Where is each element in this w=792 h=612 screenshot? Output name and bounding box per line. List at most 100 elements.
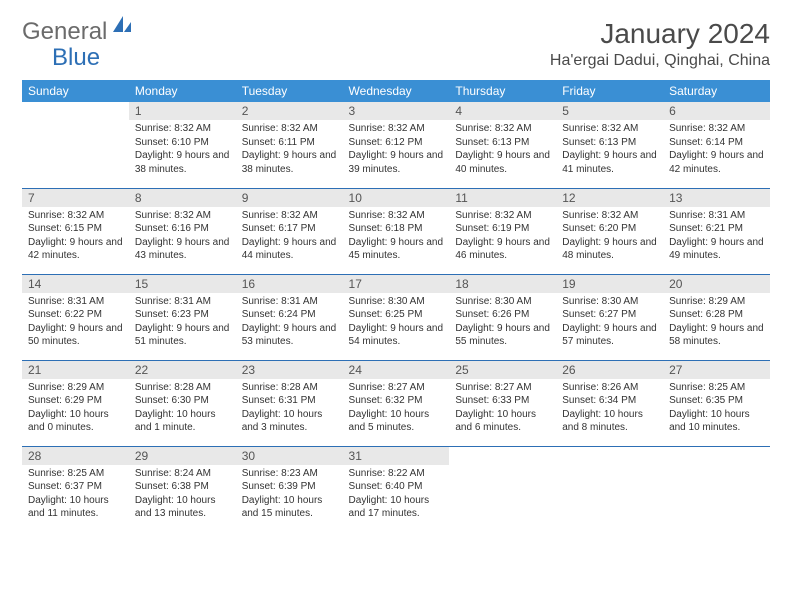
sunset-text: Sunset: 6:22 PM [28,308,123,322]
logo-sail-icon [111,14,133,41]
daylight-text: Daylight: 10 hours and 8 minutes. [562,408,657,435]
calendar-day-cell: 13Sunrise: 8:31 AMSunset: 6:21 PMDayligh… [663,188,770,274]
day-details: Sunrise: 8:30 AMSunset: 6:26 PMDaylight:… [449,293,556,353]
sunrise-text: Sunrise: 8:32 AM [349,122,444,136]
day-number: 12 [556,189,663,207]
day-details: Sunrise: 8:31 AMSunset: 6:22 PMDaylight:… [22,293,129,353]
day-number: 20 [663,275,770,293]
brand-part1: General [22,18,107,46]
sunset-text: Sunset: 6:27 PM [562,308,657,322]
calendar-week-row: 1Sunrise: 8:32 AMSunset: 6:10 PMDaylight… [22,102,770,188]
calendar-day-cell [449,446,556,532]
daylight-text: Daylight: 9 hours and 38 minutes. [135,149,230,176]
daylight-text: Daylight: 9 hours and 50 minutes. [28,322,123,349]
day-details: Sunrise: 8:32 AMSunset: 6:13 PMDaylight:… [449,120,556,180]
sunrise-text: Sunrise: 8:32 AM [455,122,550,136]
daylight-text: Daylight: 9 hours and 58 minutes. [669,322,764,349]
sunset-text: Sunset: 6:24 PM [242,308,337,322]
day-number: 6 [663,102,770,120]
sunrise-text: Sunrise: 8:25 AM [28,467,123,481]
day-number: 27 [663,361,770,379]
day-number: 2 [236,102,343,120]
sunset-text: Sunset: 6:15 PM [28,222,123,236]
calendar-day-cell: 7Sunrise: 8:32 AMSunset: 6:15 PMDaylight… [22,188,129,274]
daylight-text: Daylight: 9 hours and 43 minutes. [135,236,230,263]
day-details: Sunrise: 8:25 AMSunset: 6:37 PMDaylight:… [22,465,129,525]
daylight-text: Daylight: 9 hours and 45 minutes. [349,236,444,263]
calendar-day-cell: 27Sunrise: 8:25 AMSunset: 6:35 PMDayligh… [663,360,770,446]
calendar-week-row: 21Sunrise: 8:29 AMSunset: 6:29 PMDayligh… [22,360,770,446]
daylight-text: Daylight: 10 hours and 1 minute. [135,408,230,435]
day-number: 8 [129,189,236,207]
day-number: 17 [343,275,450,293]
sunset-text: Sunset: 6:14 PM [669,136,764,150]
daylight-text: Daylight: 9 hours and 57 minutes. [562,322,657,349]
sunset-text: Sunset: 6:19 PM [455,222,550,236]
calendar-day-cell: 1Sunrise: 8:32 AMSunset: 6:10 PMDaylight… [129,102,236,188]
day-details: Sunrise: 8:32 AMSunset: 6:15 PMDaylight:… [22,207,129,267]
calendar-day-cell: 23Sunrise: 8:28 AMSunset: 6:31 PMDayligh… [236,360,343,446]
day-number: 21 [22,361,129,379]
day-details: Sunrise: 8:32 AMSunset: 6:16 PMDaylight:… [129,207,236,267]
sunset-text: Sunset: 6:18 PM [349,222,444,236]
sunrise-text: Sunrise: 8:29 AM [28,381,123,395]
sunset-text: Sunset: 6:39 PM [242,480,337,494]
daylight-text: Daylight: 9 hours and 40 minutes. [455,149,550,176]
daylight-text: Daylight: 10 hours and 15 minutes. [242,494,337,521]
daylight-text: Daylight: 9 hours and 48 minutes. [562,236,657,263]
sunset-text: Sunset: 6:20 PM [562,222,657,236]
calendar-day-cell [556,446,663,532]
sunset-text: Sunset: 6:38 PM [135,480,230,494]
day-number: 4 [449,102,556,120]
daylight-text: Daylight: 10 hours and 6 minutes. [455,408,550,435]
calendar-day-cell: 29Sunrise: 8:24 AMSunset: 6:38 PMDayligh… [129,446,236,532]
day-number: 23 [236,361,343,379]
day-of-week-header: Wednesday [343,80,450,102]
day-number: 16 [236,275,343,293]
day-number: 30 [236,447,343,465]
calendar-day-cell: 11Sunrise: 8:32 AMSunset: 6:19 PMDayligh… [449,188,556,274]
day-details: Sunrise: 8:29 AMSunset: 6:28 PMDaylight:… [663,293,770,353]
day-details: Sunrise: 8:32 AMSunset: 6:10 PMDaylight:… [129,120,236,180]
calendar-day-cell: 21Sunrise: 8:29 AMSunset: 6:29 PMDayligh… [22,360,129,446]
sunrise-text: Sunrise: 8:32 AM [135,122,230,136]
calendar-day-cell: 4Sunrise: 8:32 AMSunset: 6:13 PMDaylight… [449,102,556,188]
daylight-text: Daylight: 10 hours and 10 minutes. [669,408,764,435]
daylight-text: Daylight: 10 hours and 0 minutes. [28,408,123,435]
sunrise-text: Sunrise: 8:27 AM [455,381,550,395]
day-details: Sunrise: 8:25 AMSunset: 6:35 PMDaylight:… [663,379,770,439]
day-number: 15 [129,275,236,293]
sunrise-text: Sunrise: 8:31 AM [135,295,230,309]
day-details: Sunrise: 8:23 AMSunset: 6:39 PMDaylight:… [236,465,343,525]
sunrise-text: Sunrise: 8:29 AM [669,295,764,309]
sunrise-text: Sunrise: 8:32 AM [562,209,657,223]
day-details: Sunrise: 8:31 AMSunset: 6:21 PMDaylight:… [663,207,770,267]
sunrise-text: Sunrise: 8:32 AM [242,209,337,223]
day-details: Sunrise: 8:31 AMSunset: 6:23 PMDaylight:… [129,293,236,353]
day-of-week-header: Saturday [663,80,770,102]
day-number: 7 [22,189,129,207]
location-subtitle: Ha'ergai Dadui, Qinghai, China [550,52,770,70]
day-of-week-header: Monday [129,80,236,102]
sunset-text: Sunset: 6:33 PM [455,394,550,408]
month-title: January 2024 [550,18,770,50]
calendar-day-cell: 2Sunrise: 8:32 AMSunset: 6:11 PMDaylight… [236,102,343,188]
calendar-day-cell: 15Sunrise: 8:31 AMSunset: 6:23 PMDayligh… [129,274,236,360]
sunrise-text: Sunrise: 8:32 AM [242,122,337,136]
day-details: Sunrise: 8:30 AMSunset: 6:27 PMDaylight:… [556,293,663,353]
calendar-day-cell: 17Sunrise: 8:30 AMSunset: 6:25 PMDayligh… [343,274,450,360]
sunset-text: Sunset: 6:21 PM [669,222,764,236]
day-of-week-header: Friday [556,80,663,102]
calendar-table: SundayMondayTuesdayWednesdayThursdayFrid… [22,80,770,532]
sunset-text: Sunset: 6:40 PM [349,480,444,494]
daylight-text: Daylight: 9 hours and 44 minutes. [242,236,337,263]
sunrise-text: Sunrise: 8:22 AM [349,467,444,481]
calendar-day-cell [22,102,129,188]
sunrise-text: Sunrise: 8:32 AM [455,209,550,223]
day-number: 10 [343,189,450,207]
calendar-day-cell: 19Sunrise: 8:30 AMSunset: 6:27 PMDayligh… [556,274,663,360]
sunrise-text: Sunrise: 8:31 AM [242,295,337,309]
calendar-day-cell: 22Sunrise: 8:28 AMSunset: 6:30 PMDayligh… [129,360,236,446]
calendar-day-cell: 3Sunrise: 8:32 AMSunset: 6:12 PMDaylight… [343,102,450,188]
calendar-day-cell: 8Sunrise: 8:32 AMSunset: 6:16 PMDaylight… [129,188,236,274]
